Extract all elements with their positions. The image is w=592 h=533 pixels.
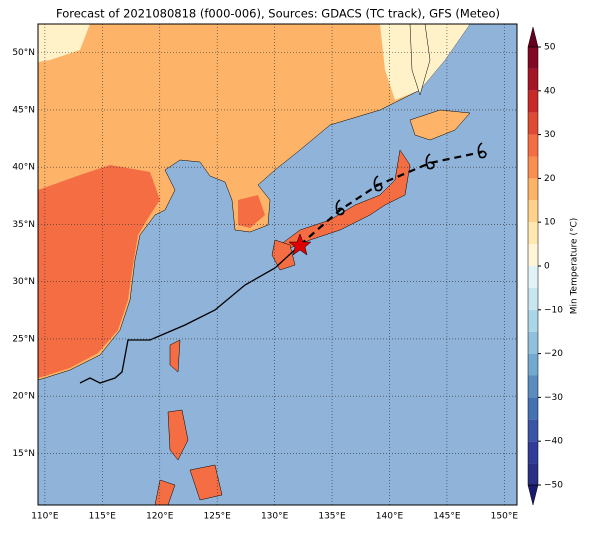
colorbar-band: [528, 178, 538, 201]
colorbar-band: [528, 112, 538, 135]
colorbar-band: [528, 222, 538, 245]
colorbar-tick-label: −50: [544, 481, 563, 491]
cyclone-symbol: [373, 175, 383, 192]
colorbar-band: [528, 397, 538, 420]
colorbar-band: [528, 375, 538, 398]
graticule: [38, 24, 517, 505]
colorbar-tick-label: 0: [544, 262, 550, 272]
current-position: [288, 233, 312, 256]
colorbar-band: [528, 68, 538, 91]
title: Forecast of 2021080818 (f000-006), Sourc…: [56, 7, 500, 21]
philippines: [154, 409, 223, 505]
colorbar-band: [528, 353, 538, 376]
x-tick-label: 120°E: [146, 512, 174, 522]
x-tick-label: 140°E: [376, 512, 404, 522]
map-frame: [37, 23, 518, 506]
colorbar-band: [528, 331, 538, 354]
y-tick-label: 45°N: [12, 105, 35, 115]
colorbar-tick-label: −30: [544, 393, 563, 403]
warm-region: [38, 165, 160, 378]
y-tick-label: 40°N: [12, 163, 35, 173]
colorbar-tick-label: 30: [544, 130, 556, 140]
colorbar-tick-label: 10: [544, 218, 556, 228]
colorbar-band: [528, 200, 538, 223]
colorbar-band: [528, 156, 538, 179]
colorbar-band: [528, 463, 538, 485]
y-tick-label: 20°N: [12, 392, 35, 402]
colorbar-tick-label: −20: [544, 349, 563, 359]
x-tick-label: 145°E: [433, 512, 461, 522]
taiwan: [169, 339, 181, 373]
x-tick-label: 135°E: [318, 512, 346, 522]
cyclone-symbol: [425, 153, 435, 170]
colorbar-tick-label: 50: [544, 43, 556, 53]
colorbar-tick-label: 20: [544, 174, 556, 184]
y-tick-label: 50°N: [12, 48, 35, 58]
cyclone-symbols: [335, 142, 487, 216]
colorbar-tick-label: 40: [544, 86, 556, 96]
colorbar-band: [528, 266, 538, 288]
colorbar-label: Min Temperature (°C): [570, 218, 580, 315]
colorbar-tick-label: −40: [544, 437, 563, 447]
colorbar-band: [528, 47, 538, 69]
colorbar-band: [528, 90, 538, 113]
x-tick-label: 130°E: [261, 512, 289, 522]
sakhalin: [409, 24, 431, 96]
x-tick-label: 115°E: [89, 512, 117, 522]
x-tick-label: 110°E: [31, 512, 59, 522]
y-tick-label: 15°N: [12, 449, 35, 459]
cyclone-symbol: [335, 199, 345, 216]
colorbar-over: [527, 26, 539, 48]
kyushu: [271, 239, 296, 271]
y-tick-label: 35°N: [12, 220, 35, 230]
colorbar-band: [528, 244, 538, 266]
x-tick-label: 150°E: [491, 512, 519, 522]
y-tick-label: 25°N: [12, 334, 35, 344]
warm-region-korea: [238, 195, 265, 228]
colorbar-band: [528, 134, 538, 157]
track-observed: [79, 244, 301, 384]
colorbar-tick-label: −10: [544, 305, 563, 315]
colorbar-under: [527, 484, 539, 506]
y-tick-label: 30°N: [12, 277, 35, 287]
colorbar-band: [528, 287, 538, 310]
cyclone-symbol: [477, 142, 487, 159]
colorbar-band: [528, 309, 538, 332]
colorbar-band: [528, 419, 538, 442]
map: [38, 24, 517, 505]
colorbar-band: [528, 441, 538, 464]
x-tick-label: 125°E: [204, 512, 232, 522]
